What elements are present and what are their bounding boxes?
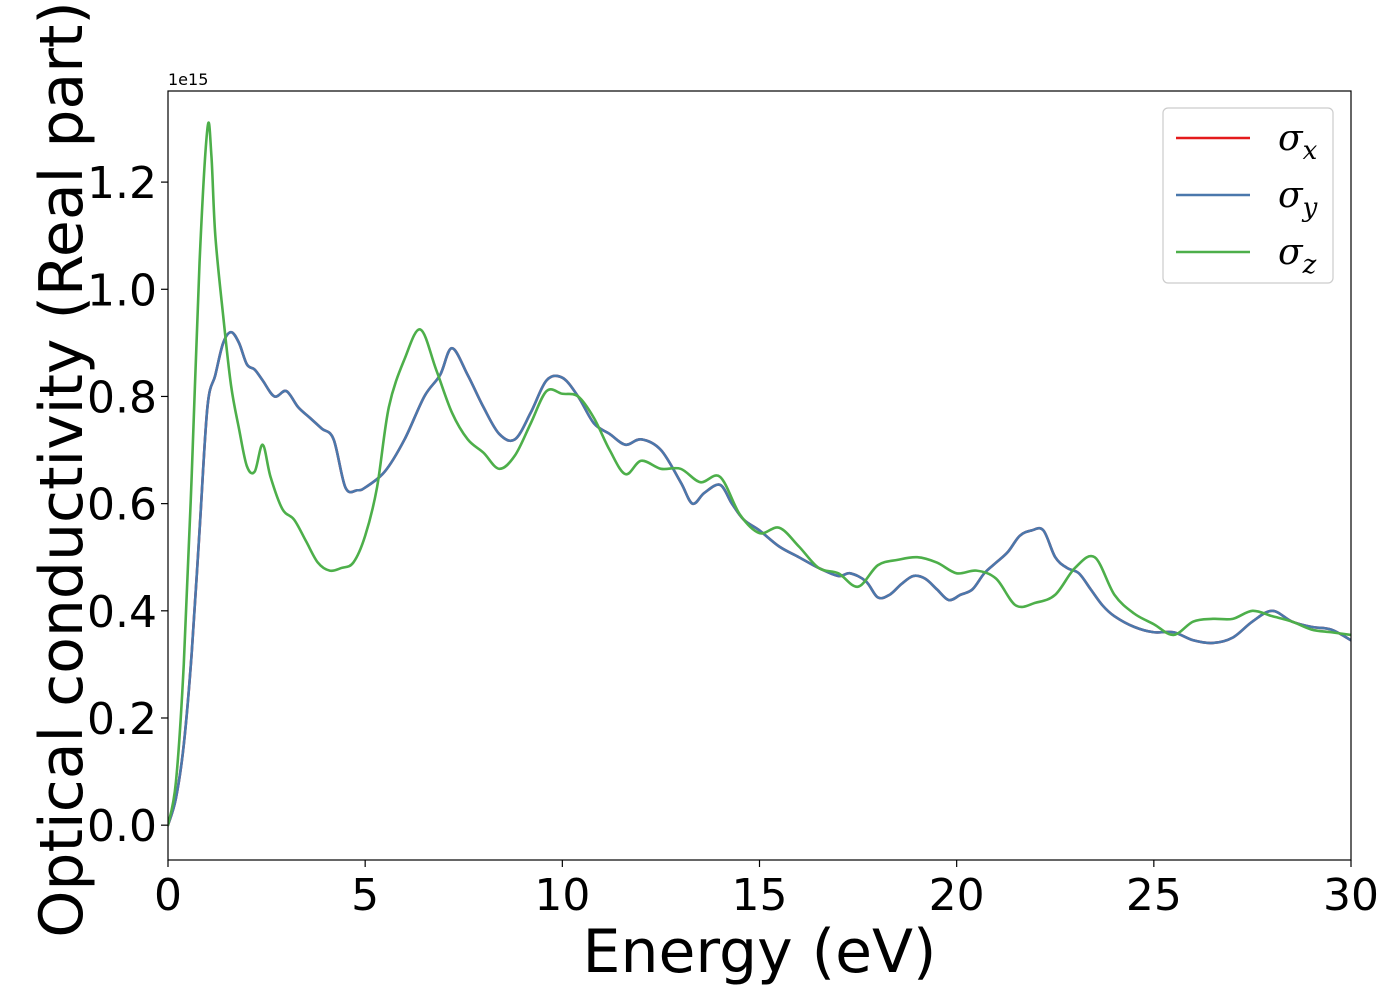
legend-label-y: σy [1278,175,1318,223]
legend-label-subscript: y [1302,193,1318,223]
y-tick-label: 0.6 [87,480,157,531]
y-offset-label: 1e15 [168,70,208,89]
x-axis-title: Energy (eV) [583,917,937,987]
x-tick-label: 5 [351,870,379,921]
x-tick-label: 15 [732,870,788,921]
series-line-z [168,121,1351,827]
series-layer [168,121,1351,827]
ticks-layer: 0 5 10 15 20 25 30 0.0 0.2 0.4 0.6 0.8 1.0 1.2 [87,158,1379,921]
x-tick-label: 0 [154,870,182,921]
legend-label-subscript: z [1302,250,1317,280]
series-line-y [168,330,1351,827]
x-tick-label: 10 [534,870,590,921]
legend-label-x: σx [1278,118,1318,166]
x-tick-label: 25 [1126,870,1182,921]
legend-label-base: σ [1278,232,1304,273]
y-tick-label: 1.2 [87,158,157,209]
legend-label-z: σz [1278,232,1317,280]
y-tick-label: 0.4 [87,587,157,638]
x-tick-label: 30 [1323,870,1379,921]
legend-label-base: σ [1278,118,1304,159]
y-tick-label: 0.8 [87,372,157,423]
y-axis-title: Optical conductivity (Real part) [27,1,97,938]
legend-label-subscript: x [1303,136,1318,166]
y-tick-label: 0.2 [87,694,157,745]
y-tick-label: 0.0 [87,801,157,852]
legend-label-base: σ [1278,175,1304,216]
x-tick-label: 20 [929,870,985,921]
y-tick-label: 1.0 [87,265,157,316]
